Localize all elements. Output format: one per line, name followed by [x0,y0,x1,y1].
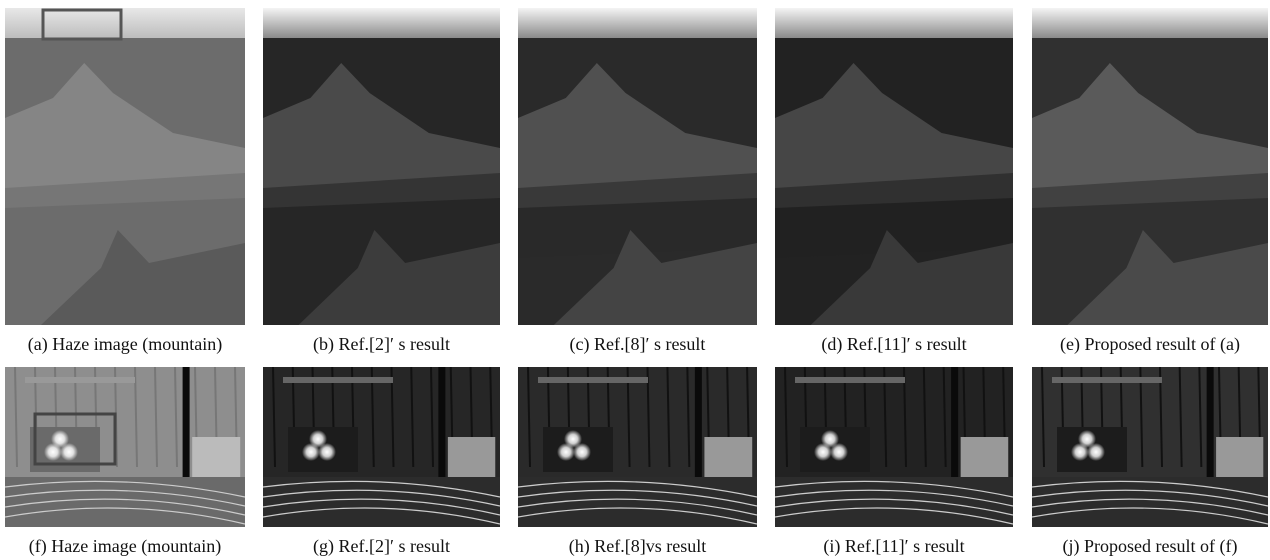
panel-caption: (a) Haze image (mountain) [28,334,222,355]
sky [775,8,1013,38]
panel-image [1032,8,1268,325]
panel-caption: (f) Haze image (mountain) [29,536,221,557]
panel-image [1032,367,1268,527]
headlight [557,443,575,461]
panel-image [263,367,500,527]
panel-image [518,8,757,325]
panel-caption: (d) Ref.[11]′ s result [821,334,966,355]
headlight [814,443,832,461]
panel: (g) Ref.[2]′ s result [263,367,500,557]
headlight [1087,443,1105,461]
headlight [830,443,848,461]
sky [263,8,500,38]
panel: (b) Ref.[2]′ s result [263,8,500,355]
panel-image [775,367,1013,527]
building [961,437,1009,482]
gantry [795,377,905,383]
gantry [538,377,648,383]
panel: (e) Proposed result of (a) [1032,8,1268,355]
page: (a) Haze image (mountain) (b) Ref.[2]′ s … [0,0,1270,560]
panel-caption: (g) Ref.[2]′ s result [313,536,450,557]
headlight [573,443,591,461]
panel: (a) Haze image (mountain) [5,8,245,355]
panel-image [518,367,757,527]
panel-caption: (j) Proposed result of (f) [1063,536,1238,557]
building [448,437,495,482]
panel: (i) Ref.[11]′ s result [775,367,1013,557]
gantry [283,377,393,383]
panel-caption: (h) Ref.[8]vs result [569,536,706,557]
panel-image [5,367,245,527]
headlight [1071,443,1089,461]
panel-caption: (b) Ref.[2]′ s result [313,334,450,355]
panel-caption: (e) Proposed result of (a) [1060,334,1240,355]
gantry [1052,377,1162,383]
panel-caption: (c) Ref.[8]′ s result [570,334,706,355]
building [704,437,752,482]
panel: (c) Ref.[8]′ s result [518,8,757,355]
headlight [302,443,320,461]
gantry [25,377,135,383]
panel-image [5,8,245,325]
panel-image [775,8,1013,325]
sky [518,8,757,38]
panel-caption: (i) Ref.[11]′ s result [823,536,964,557]
sky [1032,8,1268,38]
headlight [44,443,62,461]
panel: (j) Proposed result of (f) [1032,367,1268,557]
panel-image [263,8,500,325]
headlight [60,443,78,461]
headlight [318,443,336,461]
panel: (d) Ref.[11]′ s result [775,8,1013,355]
building [1216,437,1263,482]
panel: (f) Haze image (mountain) [5,367,245,557]
panel: (h) Ref.[8]vs result [518,367,757,557]
sky [5,8,245,38]
building [192,437,240,482]
figure: (a) Haze image (mountain) (b) Ref.[2]′ s … [0,0,1270,560]
